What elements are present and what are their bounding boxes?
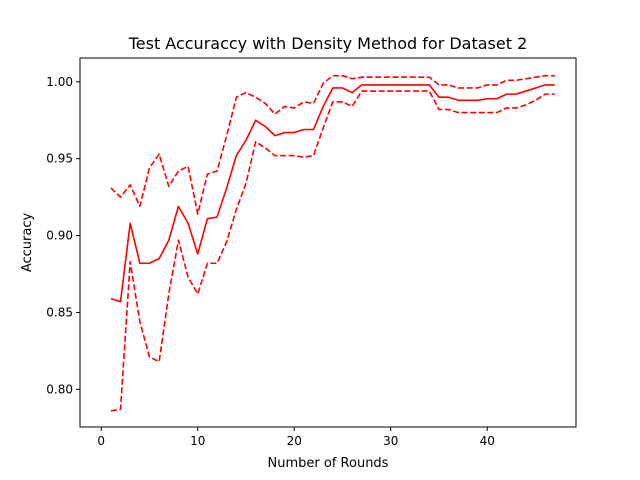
y-tick-label: 0.80 [46,382,73,396]
series-line-lower [110,90,555,412]
y-tick-label: 0.85 [46,305,73,319]
series-line-mean [110,84,555,303]
x-tick-label: 10 [190,434,205,448]
x-tick-label: 40 [480,434,495,448]
series-line-upper [110,74,555,215]
x-tick-label: 0 [97,434,105,448]
chart-title: Test Accuraccy with Density Method for D… [128,34,528,53]
y-tick-label: 1.00 [46,75,73,89]
y-tick-label: 0.95 [46,152,73,166]
x-axis-label: Number of Rounds [268,456,389,471]
plot-lines [110,74,555,412]
y-tick-label: 0.90 [46,229,73,243]
x-tick-label: 30 [383,434,398,448]
plot-frame [79,57,577,428]
axis-ticks: 0 10 20 30 40 0.80 0.85 0.90 0.95 1.00 [46,75,495,448]
y-axis-label: Accuracy [20,213,35,273]
x-tick-label: 20 [287,434,302,448]
